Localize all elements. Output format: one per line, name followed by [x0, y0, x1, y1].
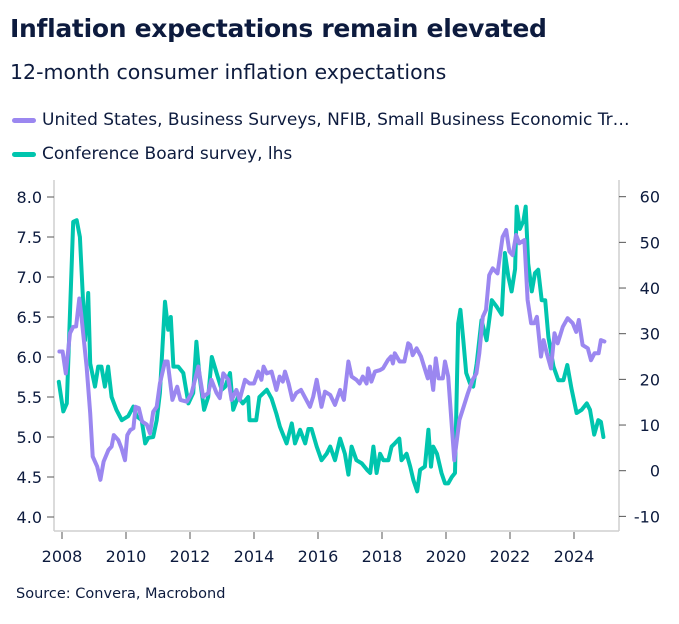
legend-swatch-conference-board — [12, 151, 36, 157]
legend-label-conference-board: Conference Board survey, lhs — [42, 144, 293, 164]
x-axis-tick-label: 2012 — [170, 547, 211, 566]
x-axis-tick-label: 2016 — [298, 547, 339, 566]
x-axis-tick-label: 2020 — [426, 547, 467, 566]
x-axis-tick-label: 2010 — [106, 547, 147, 566]
left-axis-tick-label: 5.0 — [17, 428, 42, 447]
left-axis-tick-label: 8.0 — [17, 188, 42, 207]
left-axis-tick-label: 7.5 — [17, 228, 42, 247]
legend-item-conference-board: Conference Board survey, lhs — [12, 144, 292, 164]
left-axis-tick-label: 4.0 — [17, 508, 42, 527]
chart-title: Inflation expectations remain elevated — [10, 14, 547, 43]
left-axis-tick-label: 7.0 — [17, 268, 42, 287]
x-axis-tick-label: 2018 — [362, 547, 403, 566]
right-axis-tick-label: 60 — [640, 188, 660, 207]
series-line-conference-board — [56, 204, 606, 494]
right-axis-tick-label: 10 — [640, 416, 660, 435]
left-axis-tick-label: 6.5 — [17, 308, 42, 327]
x-axis-tick-label: 2014 — [234, 547, 275, 566]
legend-swatch-nfib — [12, 117, 36, 123]
right-axis-tick-label: -10 — [634, 507, 660, 526]
series-line-nfib — [57, 228, 607, 482]
left-axis-tick-label: 6.0 — [17, 348, 42, 367]
right-axis-tick-label: 50 — [640, 233, 660, 252]
x-axis-tick-label: 2022 — [490, 547, 531, 566]
right-axis-tick-label: 0 — [650, 462, 660, 481]
legend-label-nfib: United States, Business Surveys, NFIB, S… — [42, 110, 630, 130]
left-axis-tick-label: 5.5 — [17, 388, 42, 407]
right-axis-tick-label: 20 — [640, 370, 660, 389]
left-axis-tick-label: 4.5 — [17, 468, 42, 487]
x-axis-tick-label: 2024 — [554, 547, 595, 566]
source-note: Source: Convera, Macrobond — [16, 586, 226, 602]
right-axis-tick-label: 40 — [640, 279, 660, 298]
legend-item-nfib: United States, Business Surveys, NFIB, S… — [12, 110, 630, 130]
chart-subtitle: 12-month consumer inflation expectations — [10, 60, 447, 84]
x-axis-tick-label: 2008 — [42, 547, 83, 566]
right-axis-tick-label: 30 — [640, 325, 660, 344]
